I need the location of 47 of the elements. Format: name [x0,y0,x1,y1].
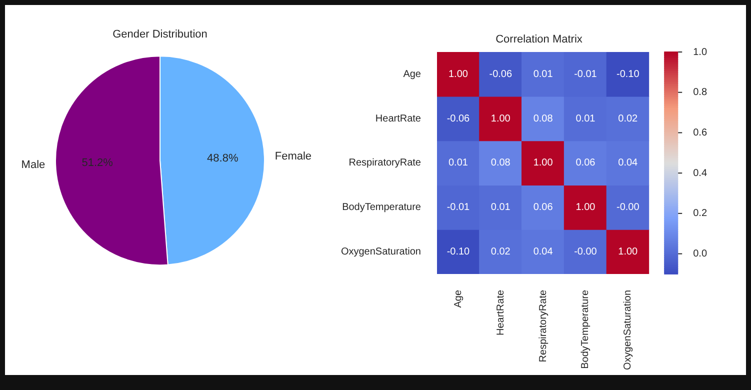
data-label: 1.00 [576,202,596,214]
color-bar-label: 0.8 [693,87,708,98]
y-tick-label: HeartRate [375,113,422,124]
data-label: 0.04 [533,246,554,258]
data-label: 0.01 [448,158,468,169]
data-label: -0.00 [574,246,598,258]
x-tick-label: BodyTemperature [580,290,592,369]
chart-title: Gender Distribution [112,28,208,41]
color-bar-label: 0.0 [693,248,708,260]
data-label: 1.00 [448,68,468,80]
color-bar-label: 0.4 [693,168,708,179]
data-label: -0.00 [616,202,640,214]
x-tick-label: HeartRate [495,290,506,336]
data-label: -0.06 [446,113,470,124]
y-tick-label: OxygenSaturation [340,246,421,258]
data-label: 0.01 [533,68,554,80]
color-bar-label: 1.0 [693,46,708,58]
data-label: 0.08 [533,113,554,124]
data-label: 0.08 [490,158,511,169]
chart-title: Correlation Matrix [496,33,583,46]
y-tick-label: BodyTemperature [342,202,422,214]
data-label: 0.01 [576,113,596,124]
y-tick-label: Age [403,68,422,80]
data-label: 0.02 [490,246,511,258]
data-label: 1.00 [533,158,554,169]
x-tick-label: OxygenSaturation [622,290,634,370]
data-label: 51.2% [82,156,114,169]
slice-label: Female [274,150,312,162]
data-label: -0.10 [616,68,640,80]
data-label: 1.00 [490,113,511,124]
data-label: 0.06 [576,158,596,169]
data-label: 48.8% [207,152,238,164]
x-tick-label: Age [452,290,464,308]
data-label: -0.01 [446,202,470,214]
data-label: -0.06 [489,68,512,80]
data-label: 0.06 [533,202,554,214]
data-label: -0.01 [574,68,598,80]
data-label: -0.10 [446,246,470,258]
x-tick-label: RespiratoryRate [538,290,549,362]
data-label: 1.00 [618,246,638,258]
slice-label: Male [21,158,46,171]
color-bar-label: 0.2 [693,208,708,220]
y-tick-label: RespiratoryRate [348,158,422,169]
data-label: 0.02 [618,113,638,124]
color-bar-label: 0.6 [693,127,708,138]
data-label: 0.04 [618,158,638,169]
data-label: 0.01 [490,202,511,214]
